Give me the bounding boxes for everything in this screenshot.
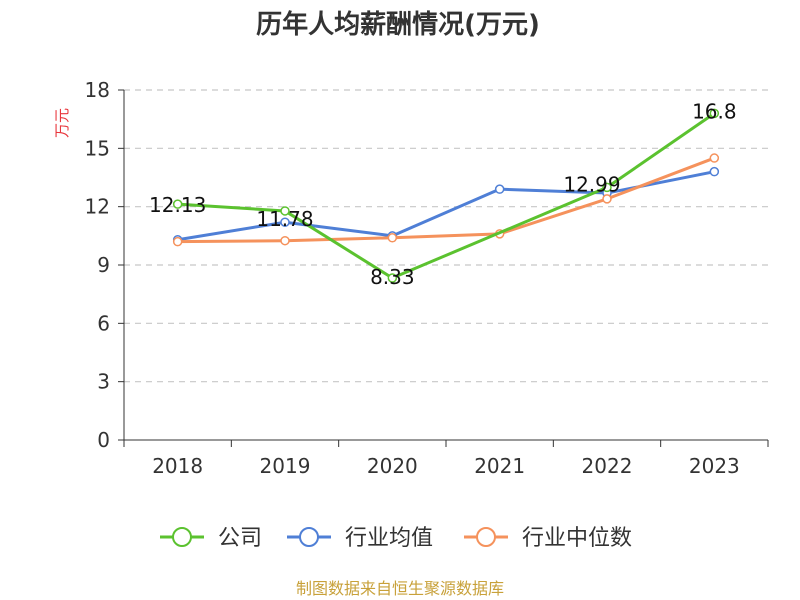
- legend-swatch-marker: [476, 527, 496, 547]
- legend-label: 公司: [218, 526, 262, 551]
- data-point: [709, 153, 720, 163]
- series-line: [177, 170, 715, 242]
- x-tick-label: 2021: [474, 454, 525, 478]
- y-tick-label: 12: [85, 195, 110, 219]
- data-point: [709, 166, 720, 177]
- data-point: [709, 108, 720, 119]
- data-label: 8.33: [370, 265, 415, 289]
- x-tick-label: 2019: [260, 454, 311, 478]
- y-tick-labels: 0 3 6 9 12 15 18: [85, 78, 110, 452]
- data-label: 12.13: [149, 193, 206, 217]
- data-point: [280, 206, 290, 216]
- legend-label: 行业中位数: [522, 526, 632, 551]
- data-label: 12.99: [563, 172, 620, 196]
- data-point: [280, 235, 290, 246]
- y-axis-label: 万元: [53, 108, 71, 138]
- series-lines: [172, 108, 720, 283]
- x-tick-label: 2018: [152, 454, 203, 478]
- y-tick-label: 3: [97, 370, 110, 394]
- x-tick-label: 2023: [689, 454, 740, 478]
- y-tick-label: 6: [97, 311, 110, 335]
- series-1: [172, 108, 720, 283]
- series-line: [177, 112, 716, 280]
- chart-title: 历年人均薪酬情况(万元): [256, 9, 540, 40]
- data-label: 16.8: [692, 99, 737, 123]
- axes: [118, 89, 769, 447]
- legend-item[interactable]: 行业中位数: [464, 526, 632, 551]
- y-tick-label: 9: [97, 253, 110, 277]
- x-tick-label: 2020: [367, 454, 418, 478]
- data-point: [280, 217, 290, 227]
- series-line: [177, 156, 715, 244]
- x-tick-labels: 2018 2019 2020 2021 2022 2023: [152, 454, 740, 478]
- y-tick-label: 18: [85, 78, 110, 102]
- data-point: [387, 273, 398, 283]
- data-point: [172, 199, 183, 209]
- data-point: [602, 194, 612, 204]
- data-point: [172, 236, 183, 247]
- legend-item[interactable]: 公司: [160, 526, 262, 551]
- data-labels: 12.13 11.78 8.33 12.99 16.8: [149, 99, 737, 289]
- data-label: 11.78: [256, 207, 313, 231]
- legend[interactable]: 公司 行业均值 行业中位数: [160, 526, 632, 551]
- x-tick-label: 2022: [582, 454, 633, 478]
- legend-swatch-marker: [299, 527, 319, 547]
- legend-item[interactable]: 行业均值: [287, 526, 433, 551]
- grid-lines: [124, 89, 768, 383]
- y-tick-label: 0: [97, 428, 110, 452]
- y-tick-label: 15: [85, 136, 110, 160]
- series-2: [172, 166, 720, 245]
- source-note: 制图数据来自恒生聚源数据库: [296, 579, 504, 598]
- series-3: [172, 153, 720, 247]
- data-point: [494, 184, 505, 194]
- legend-label: 行业均值: [345, 526, 433, 551]
- data-point: [387, 233, 398, 243]
- legend-swatch-marker: [172, 527, 192, 547]
- data-point: [602, 182, 612, 193]
